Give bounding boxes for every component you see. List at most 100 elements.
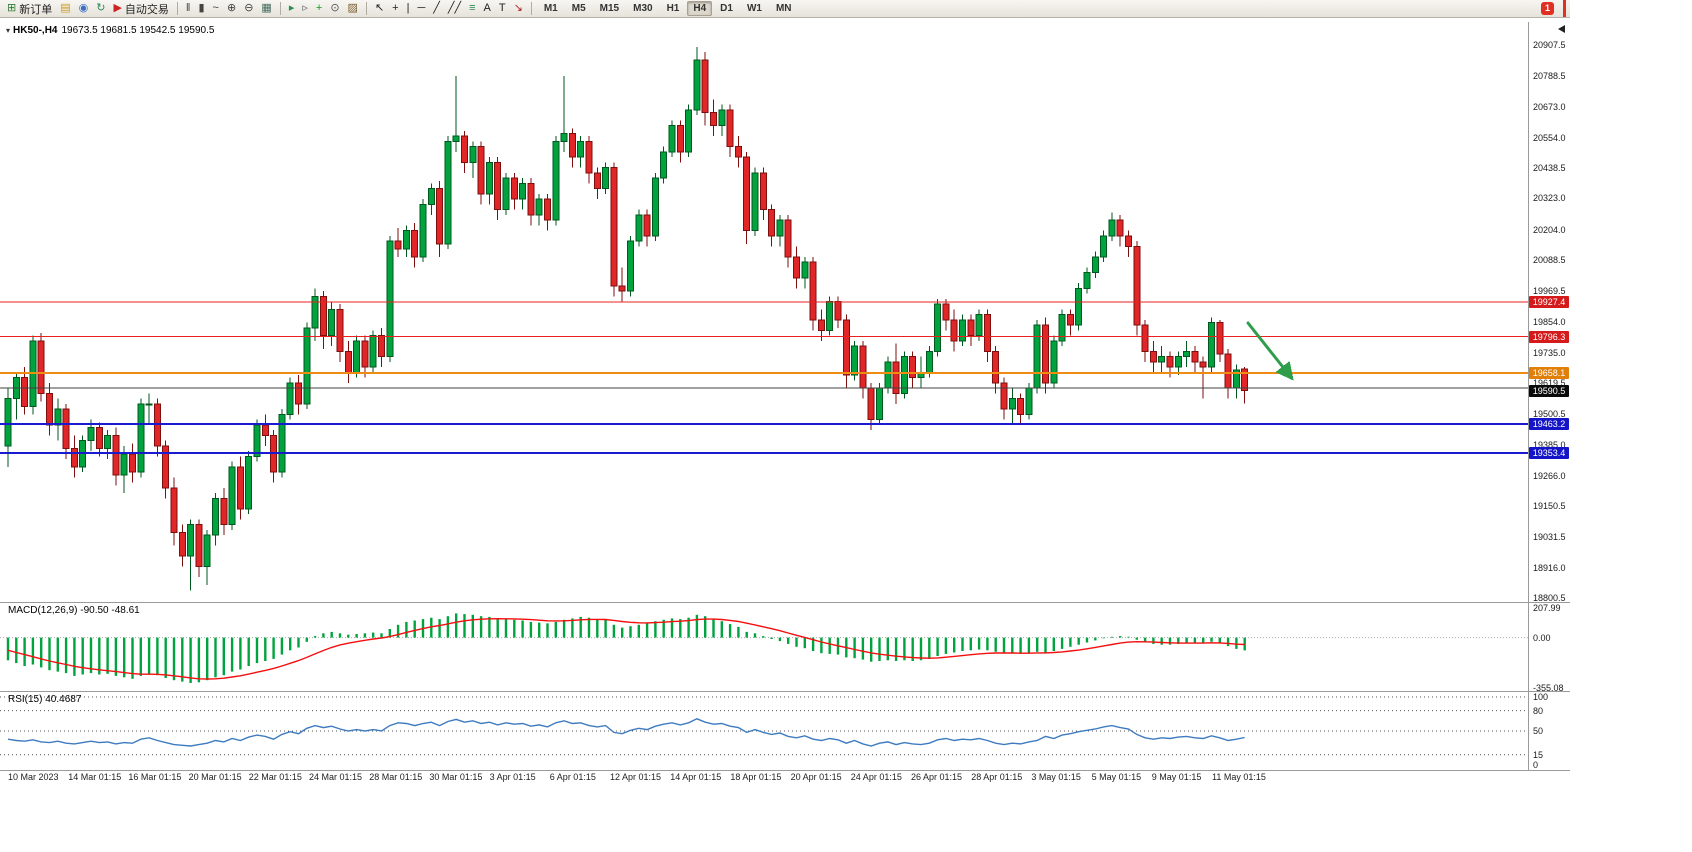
- panel-separator[interactable]: [0, 691, 1570, 692]
- time-tick-label: 24 Apr 01:15: [850, 772, 902, 782]
- price-tick-label: 20323.0: [1533, 193, 1566, 204]
- trend-arrow-annotation[interactable]: [1246, 321, 1294, 381]
- timeframe-D1[interactable]: D1: [720, 3, 733, 14]
- time-tick-label: 28 Mar 01:15: [369, 772, 423, 782]
- toolbar-buttons: ⊞ 新订单 ▤ ◉ ↻ ▶ 自动交易 ‖ ▮ ~ ⊕ ⊖ ▦ ▸ ▹ + ⊙ ▨ ↖ + | ─ ╱ ╱╱ ≡ A T ↘: [3, 0, 536, 18]
- refresh-button[interactable]: ↻: [92, 1, 109, 16]
- tile-windows-icon: ▦: [261, 2, 272, 14]
- trendline-button[interactable]: ╱: [429, 1, 444, 16]
- horizontal-line-button[interactable]: ─: [413, 1, 429, 16]
- chart-symbol-period: HK50-,H4: [13, 25, 58, 36]
- time-tick-label: 22 Mar 01:15: [248, 772, 302, 782]
- autotrading-icon: ▶: [113, 2, 122, 14]
- rsi-indicator-chart[interactable]: [0, 691, 1528, 770]
- time-tick-label: 30 Mar 01:15: [429, 772, 483, 782]
- chart-window-button[interactable]: ▤: [56, 1, 74, 16]
- zoom-out-button[interactable]: ⊖: [240, 1, 257, 16]
- cursor-icon: ↖: [374, 2, 385, 14]
- channel-button[interactable]: ╱╱: [444, 1, 465, 16]
- templates-button[interactable]: ▨: [344, 1, 362, 16]
- timeframe-M5[interactable]: M5: [571, 3, 586, 14]
- time-tick-label: 28 Apr 01:15: [971, 772, 1023, 782]
- bar-chart-icon: ‖: [185, 2, 191, 14]
- periods-button[interactable]: ⊙: [326, 1, 343, 16]
- macd-histogram: [6, 613, 1246, 683]
- macd-tick-label: 0.00: [1533, 632, 1551, 643]
- price-tick-label: 20673.0: [1533, 101, 1566, 112]
- panel-separator: [0, 770, 1570, 771]
- price-tick-label: 19854.0: [1533, 316, 1566, 327]
- text-button[interactable]: A: [480, 1, 495, 16]
- macd-indicator-chart[interactable]: [0, 602, 1528, 691]
- text-label-icon: T: [498, 2, 506, 14]
- timeframe-group: M1 M5 M15 M30 H1 H4 D1 W1 MN: [538, 1, 798, 16]
- time-tick-label: 26 Apr 01:15: [911, 772, 963, 782]
- vertical-line-button[interactable]: |: [403, 1, 414, 16]
- timeframe-H1[interactable]: H1: [666, 3, 680, 14]
- rsi-line: [7, 718, 1245, 747]
- tile-windows-button[interactable]: ▦: [257, 1, 275, 16]
- time-tick-label: 24 Mar 01:15: [309, 772, 363, 782]
- price-tick-label: 20204.0: [1533, 224, 1566, 235]
- text-label-button[interactable]: T: [495, 1, 510, 16]
- notification-badge[interactable]: 1: [1541, 2, 1554, 15]
- profiles-icon: ◉: [78, 2, 89, 14]
- chart-shift-button[interactable]: ▹: [298, 1, 312, 16]
- rsi-tick-label: 80: [1533, 705, 1544, 716]
- vertical-line-icon: |: [406, 2, 410, 14]
- candlestick-chart-icon: ▮: [198, 2, 205, 14]
- time-tick-label: 5 May 01:15: [1091, 772, 1142, 782]
- auto-scroll-icon: ▸: [288, 2, 295, 14]
- autotrading-button-label: 自动交易: [124, 3, 169, 16]
- main-price-chart[interactable]: [0, 22, 1528, 602]
- price-tick-label: 19266.0: [1533, 470, 1566, 481]
- bar-chart-button[interactable]: ‖: [182, 1, 195, 16]
- cursor-button[interactable]: ↖: [371, 1, 388, 16]
- panel-separator[interactable]: [0, 602, 1570, 603]
- timeframe-M1[interactable]: M1: [543, 3, 558, 14]
- horizontal-line-icon: ─: [417, 2, 426, 14]
- rsi-tick-label: 100: [1533, 692, 1549, 702]
- price-level-badge: 19463.2: [1529, 418, 1569, 431]
- fibonacci-button[interactable]: ≡: [465, 1, 479, 16]
- timeframe-MN[interactable]: MN: [775, 3, 792, 14]
- new-order-button[interactable]: ⊞ 新订单: [3, 1, 56, 16]
- crosshair-button[interactable]: +: [388, 1, 402, 16]
- time-axis[interactable]: 10 Mar 2023 14 Mar 01:15 16 Mar 01:15 20 Ma…: [0, 772, 1570, 786]
- profiles-button[interactable]: ◉: [75, 1, 93, 16]
- indicators-button[interactable]: +: [312, 1, 326, 16]
- timeframe-W1[interactable]: W1: [746, 3, 762, 14]
- arrows-icon: ↘: [513, 2, 523, 14]
- price-tick-label: 20088.5: [1533, 255, 1566, 265]
- timeframe-M15[interactable]: M15: [599, 3, 620, 14]
- time-tick-label: 3 Apr 01:15: [489, 772, 536, 782]
- price-level-badge: 19927.4: [1529, 296, 1569, 309]
- zoom-in-icon: ⊕: [226, 2, 237, 14]
- zoom-in-button[interactable]: ⊕: [223, 1, 240, 16]
- toolbar-separator: [279, 2, 281, 15]
- price-tick-label: 18800.5: [1533, 593, 1566, 603]
- timeframe-H4[interactable]: H4: [687, 1, 713, 16]
- macd-signal-line: [7, 617, 1245, 680]
- macd-tick-label: -355.08: [1533, 683, 1564, 693]
- line-chart-icon: ~: [212, 2, 219, 14]
- indicators-icon: +: [315, 2, 323, 14]
- autotrading-button[interactable]: ▶ 自动交易: [109, 1, 172, 16]
- toolbar-separator: [365, 2, 367, 15]
- line-chart-button[interactable]: ~: [209, 1, 223, 16]
- collapse-caret-icon[interactable]: ▾: [6, 26, 11, 35]
- arrows-button[interactable]: ↘: [510, 1, 527, 16]
- rsi-tick-label: 50: [1533, 726, 1544, 736]
- price-tick-label: 20907.5: [1533, 40, 1566, 50]
- zoom-out-icon: ⊖: [244, 2, 254, 14]
- auto-scroll-button[interactable]: ▸: [285, 1, 299, 16]
- timeframe-M30[interactable]: M30: [633, 3, 653, 14]
- rsi-tick-label: 0: [1533, 760, 1539, 770]
- window-edge-accent: [1563, 0, 1566, 17]
- time-tick-label: 14 Apr 01:15: [670, 772, 722, 782]
- price-axis[interactable]: 20907.5 20788.5 20673.0 20554.0 20438.5 20323…: [1528, 22, 1570, 770]
- price-tick-label: 19150.5: [1533, 501, 1566, 512]
- candlestick-chart-button[interactable]: ▮: [194, 1, 208, 16]
- rsi-tick-label: 15: [1533, 749, 1544, 760]
